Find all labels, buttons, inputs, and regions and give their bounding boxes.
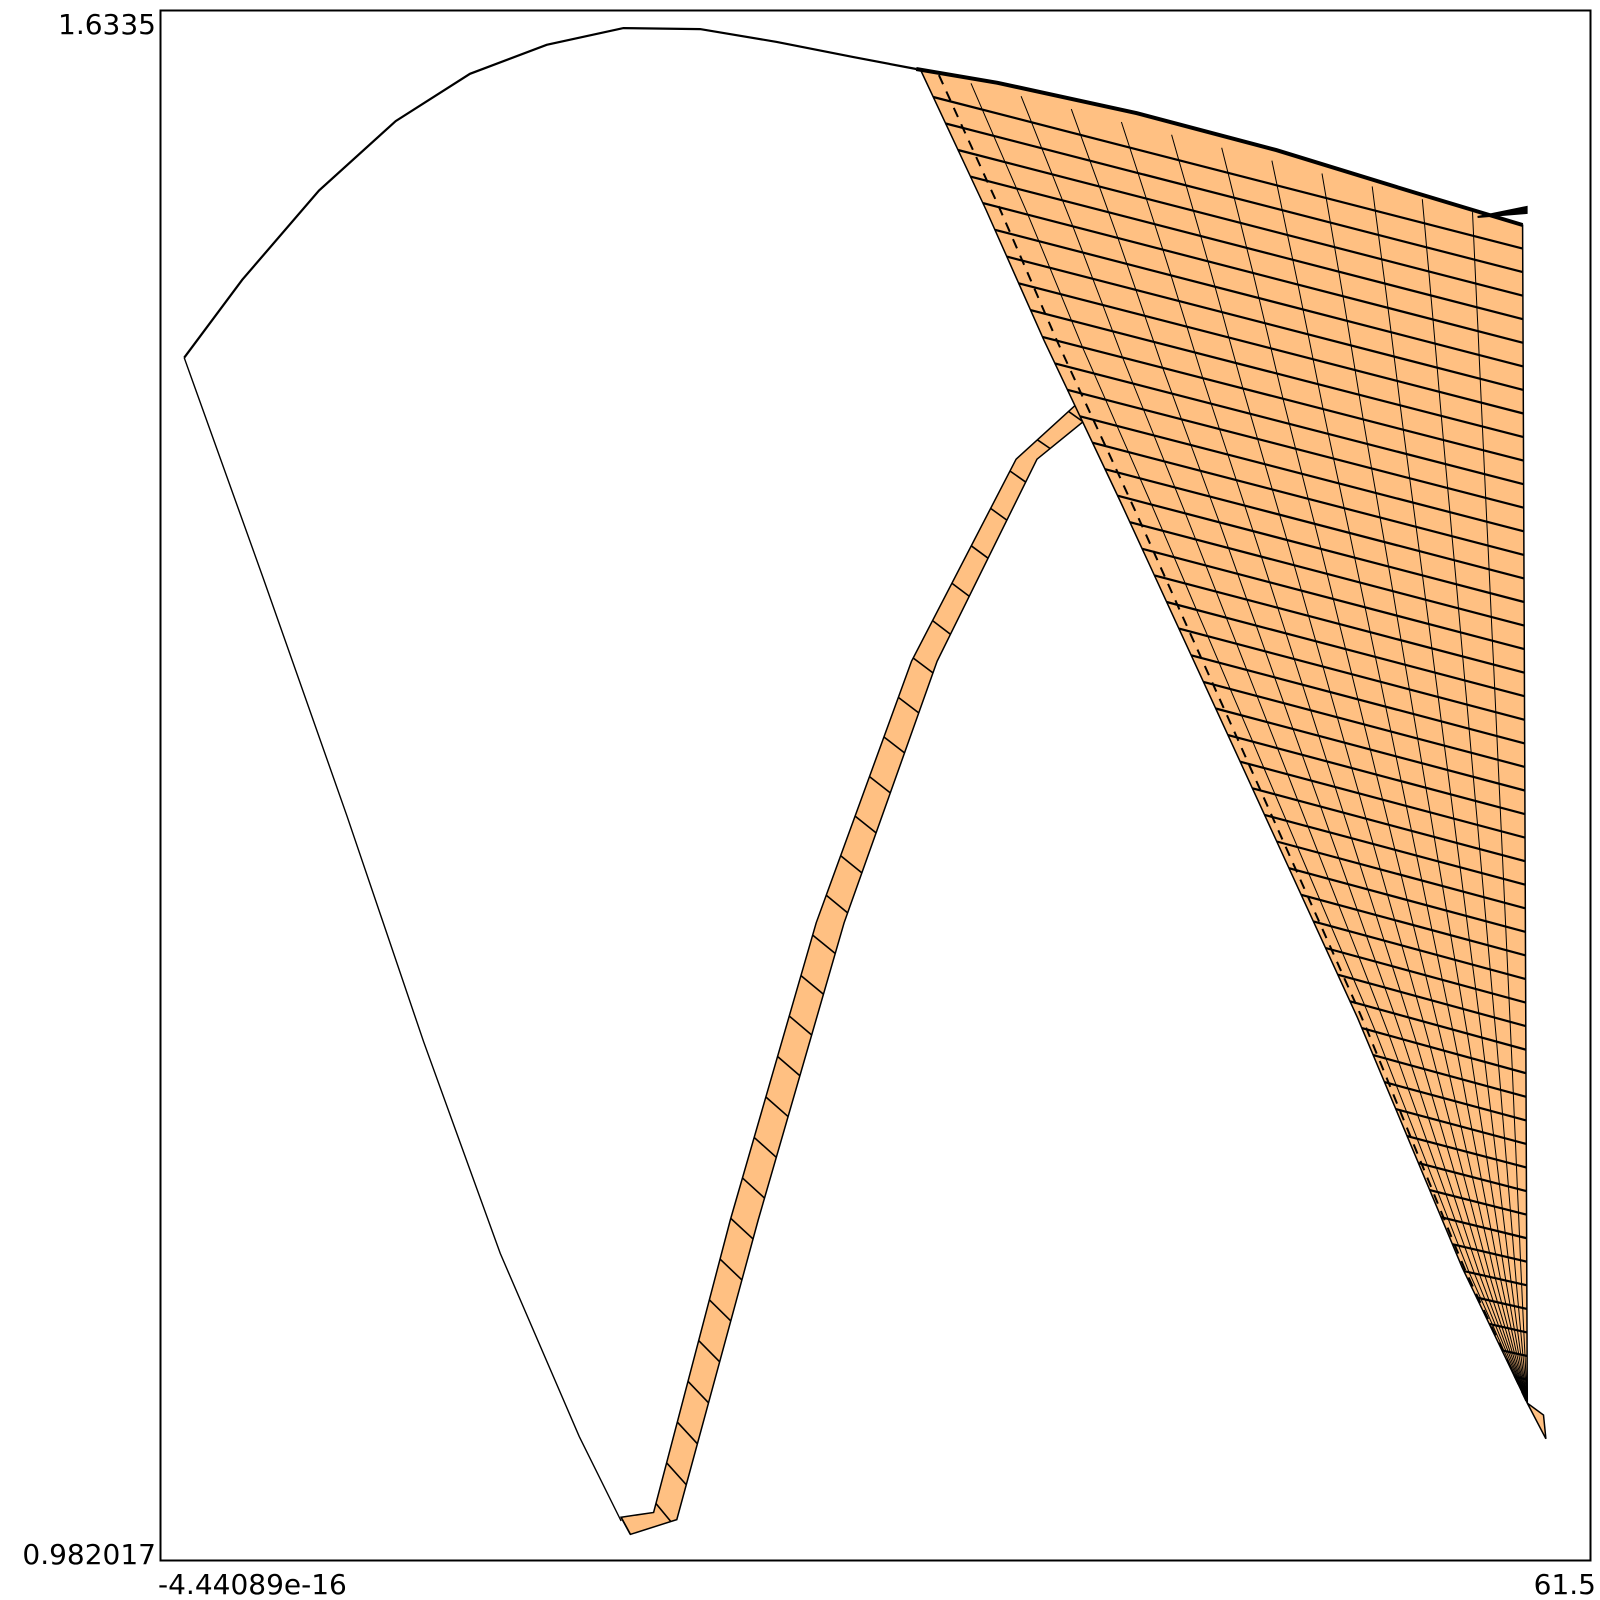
lower-strip-cross-line [854, 815, 877, 834]
lower-strip-cross-line [897, 696, 920, 714]
plot-frame [159, 9, 1592, 1562]
x-tick-label-left: -4.44089e-16 [158, 1568, 347, 1600]
lower-strip-cross-line [812, 934, 836, 955]
mesh-column-line [1171, 134, 1528, 1404]
y-tick-label-bottom: 0.982017 [22, 1538, 156, 1571]
lower-strip-cross-line [741, 1177, 766, 1199]
lower-strip-cross-line [869, 775, 891, 794]
lower-strip-cross-line [990, 507, 1008, 521]
lower-strip-cross-line [912, 657, 934, 674]
lower-strip-cross-line [676, 1421, 699, 1445]
lower-strip-cross-line [655, 1503, 672, 1523]
lower-strip-cross-line [825, 894, 849, 914]
mesh-column-line [1020, 96, 1528, 1404]
left-boundary-line [183, 357, 622, 1522]
lower-strip-cross-line [620, 1516, 632, 1535]
mesh-top-right-tab [1477, 205, 1528, 218]
upper-mesh-tail [1526, 1402, 1547, 1440]
mesh-top-edge [915, 67, 1524, 227]
lower-strip-cross-line [719, 1258, 743, 1281]
chart-marks [183, 26, 1547, 1536]
mesh-column-line [1321, 173, 1528, 1404]
y-tick-label-top: 1.6335 [58, 8, 156, 41]
lower-strip-cross-line [840, 855, 863, 874]
mesh-column-line [1371, 186, 1528, 1404]
lower-strip-cross-line [788, 1015, 813, 1036]
mesh-column-line [1271, 160, 1528, 1404]
mesh-column-line [1472, 212, 1528, 1404]
upper-mesh [915, 68, 1529, 1404]
lower-strip-cross-line [1036, 439, 1051, 450]
lower-strip-cross-line [883, 736, 906, 754]
lower-strip-cross-line [932, 619, 951, 635]
x-tick-label-right: 61.5 [1534, 1568, 1596, 1600]
lower-strip-cross-line [666, 1462, 687, 1486]
lower-strip-cross-line [800, 974, 824, 995]
mesh-column-line [1221, 147, 1528, 1404]
mesh-inner-dashed-edge [937, 74, 1529, 1404]
lower-strip-cross-line [753, 1136, 777, 1158]
lower-strip-cross-line [777, 1055, 801, 1077]
lower-strip-cross-line [970, 545, 989, 559]
mesh-column-line [1120, 121, 1528, 1404]
mesh-column-line [970, 83, 1528, 1404]
lower-strip-cross-line [1009, 470, 1027, 483]
lower-strip-cross-line [708, 1299, 732, 1322]
mesh-column-line [1070, 108, 1528, 1404]
lower-strip-cross-line [1068, 410, 1084, 423]
outline-curve [183, 26, 917, 359]
lower-strip-cross-line [765, 1096, 789, 1118]
mesh-column-line [1421, 199, 1528, 1404]
lower-strip-cross-line [951, 582, 970, 597]
lower-strip-cross-line [687, 1380, 710, 1404]
lower-strip [619, 382, 1118, 1536]
lower-strip-cross-line [730, 1217, 754, 1240]
lower-strip-cross-line [698, 1340, 721, 1363]
